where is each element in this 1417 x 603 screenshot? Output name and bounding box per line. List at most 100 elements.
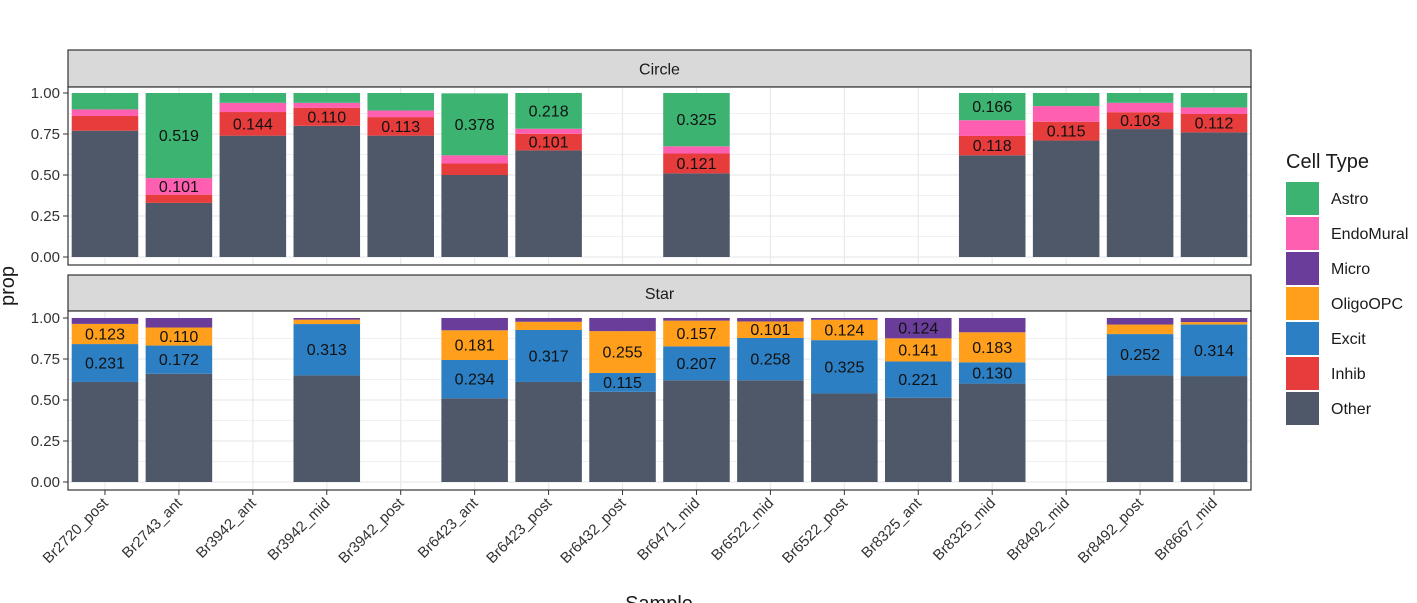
x-axis: Br2720_post Br2743_ant Br3942_ant Br3942_mi… <box>40 490 1221 567</box>
data-label: 0.113 <box>381 119 420 136</box>
bar-segment-endomural <box>441 155 508 164</box>
x-tick-label: Br3942_ant <box>193 494 260 561</box>
bar-segment-oligoopc <box>71 323 139 345</box>
bar-segment-astro <box>663 93 730 147</box>
bar-segment-excit <box>737 338 804 381</box>
data-label: 0.252 <box>1120 347 1160 364</box>
y-tick-label: 0.25 <box>31 208 60 225</box>
bar-br8667-mid: 0.112 <box>1180 93 1248 257</box>
bar-segment-micro <box>663 318 730 321</box>
bar-segment-other <box>958 155 1026 257</box>
x-tick-label: Br8325_mid <box>930 495 999 564</box>
legend-swatch <box>1286 217 1319 250</box>
bar-segment-micro <box>515 318 582 322</box>
bar-segment-astro <box>441 93 508 156</box>
bar-segment-micro <box>71 318 139 324</box>
y-axis: 0.00 0.25 0.50 0.75 1.00 <box>31 85 68 266</box>
bar-segment-endomural <box>219 102 287 113</box>
x-tick-label: Br2743_ant <box>119 494 186 561</box>
bar-br6471-mid: 0.207 0.157 <box>663 318 730 482</box>
x-tick-label: Br8325_ant <box>858 494 925 561</box>
bar-segment-other <box>737 380 804 482</box>
data-label: 0.115 <box>603 375 642 392</box>
bar-segment-inhib <box>1106 112 1174 130</box>
facet-strip-label: Star <box>645 286 675 303</box>
bar-segment-oligoopc <box>811 319 878 341</box>
bar-segment-other <box>663 173 730 257</box>
facet-strip <box>67 274 1252 312</box>
bar-segment-endomural <box>71 109 139 116</box>
bar-segment-astro <box>219 93 287 103</box>
bar-segment-astro <box>1032 93 1100 107</box>
bar-br8492-post: 0.252 <box>1106 318 1174 482</box>
bar-segment-inhib <box>367 117 434 136</box>
data-label: 0.258 <box>750 352 790 369</box>
bar-br8667-mid: 0.314 <box>1180 318 1248 482</box>
bar-segment-micro <box>811 318 878 320</box>
bar-segment-endomural <box>367 110 434 118</box>
y-tick-label: 1.00 <box>31 85 60 102</box>
bar-segment-oligoopc <box>1106 324 1174 335</box>
y-tick-label: 0.50 <box>31 167 60 184</box>
data-label: 0.221 <box>898 372 938 389</box>
data-label: 0.325 <box>824 359 864 376</box>
x-tick-label: Br6471_mid <box>634 495 703 564</box>
bar-segment-micro <box>293 318 361 320</box>
legend-item-endomural: EndoMural <box>1286 217 1408 250</box>
data-label: 0.181 <box>455 338 495 355</box>
bar-segment-other <box>515 381 582 482</box>
x-tick-label: Br8492_mid <box>1004 495 1073 564</box>
y-tick-label: 0.75 <box>31 126 60 143</box>
bar-segment-astro <box>145 93 213 179</box>
x-tick-label: Br2720_post <box>40 494 113 567</box>
bar-segment-other <box>1180 132 1248 257</box>
bar-segment-excit <box>589 372 656 392</box>
data-label: 0.166 <box>972 99 1012 116</box>
bar-segment-oligoopc <box>515 321 582 330</box>
bar-segment-endomural <box>663 146 730 154</box>
bar-br8325-mid: 0.118 0.166 <box>958 93 1026 257</box>
data-label: 0.172 <box>159 352 199 369</box>
bar-segment-other <box>958 383 1026 482</box>
bar-segment-inhib <box>441 163 508 175</box>
bar-segment-astro <box>958 93 1026 121</box>
bar-br8325-ant: 0.221 0.141 0.124 <box>885 318 952 482</box>
bar-br3942-mid: 0.110 <box>293 93 361 257</box>
bar-segment-oligoopc <box>145 327 213 346</box>
x-tick-label: Br6423_ant <box>415 494 482 561</box>
bar-br2720-post: 0.231 0.123 <box>71 318 139 482</box>
legend-label: Micro <box>1331 261 1370 278</box>
x-axis-title: Sample <box>625 593 693 603</box>
legend-label: Inhib <box>1331 366 1366 383</box>
data-label: 0.115 <box>1047 124 1086 141</box>
bar-segment-excit <box>441 359 508 399</box>
bar-segment-astro <box>71 93 139 110</box>
data-label: 0.317 <box>529 348 569 365</box>
data-label: 0.141 <box>898 342 938 359</box>
legend-swatch <box>1286 322 1319 355</box>
bar-segment-other <box>885 397 952 482</box>
legend-item-astro: Astro <box>1286 182 1368 215</box>
bar-br2720-post <box>71 93 139 257</box>
data-label: 0.124 <box>824 322 864 339</box>
bar-segment-excit <box>885 361 952 398</box>
data-label: 0.218 <box>529 103 569 120</box>
y-tick-label: 0.00 <box>31 474 60 491</box>
bar-br3942-mid: 0.313 <box>293 318 361 482</box>
legend-item-other: Other <box>1286 392 1372 425</box>
legend-item-inhib: Inhib <box>1286 357 1366 390</box>
bar-segment-excit <box>663 346 730 381</box>
data-label: 0.118 <box>973 138 1012 155</box>
bar-segment-astro <box>515 93 582 129</box>
bar-segment-other <box>441 398 508 482</box>
bar-segment-micro <box>589 318 656 332</box>
bar-segment-other <box>293 375 361 482</box>
bar-segment-oligoopc <box>589 331 656 373</box>
y-tick-label: 0.00 <box>31 249 60 266</box>
bar-segment-oligoopc <box>441 330 508 360</box>
data-label: 0.101 <box>529 135 569 152</box>
bar-br3942-ant: 0.144 <box>219 93 287 257</box>
data-label: 0.103 <box>1120 113 1160 130</box>
data-label: 0.207 <box>676 356 716 373</box>
